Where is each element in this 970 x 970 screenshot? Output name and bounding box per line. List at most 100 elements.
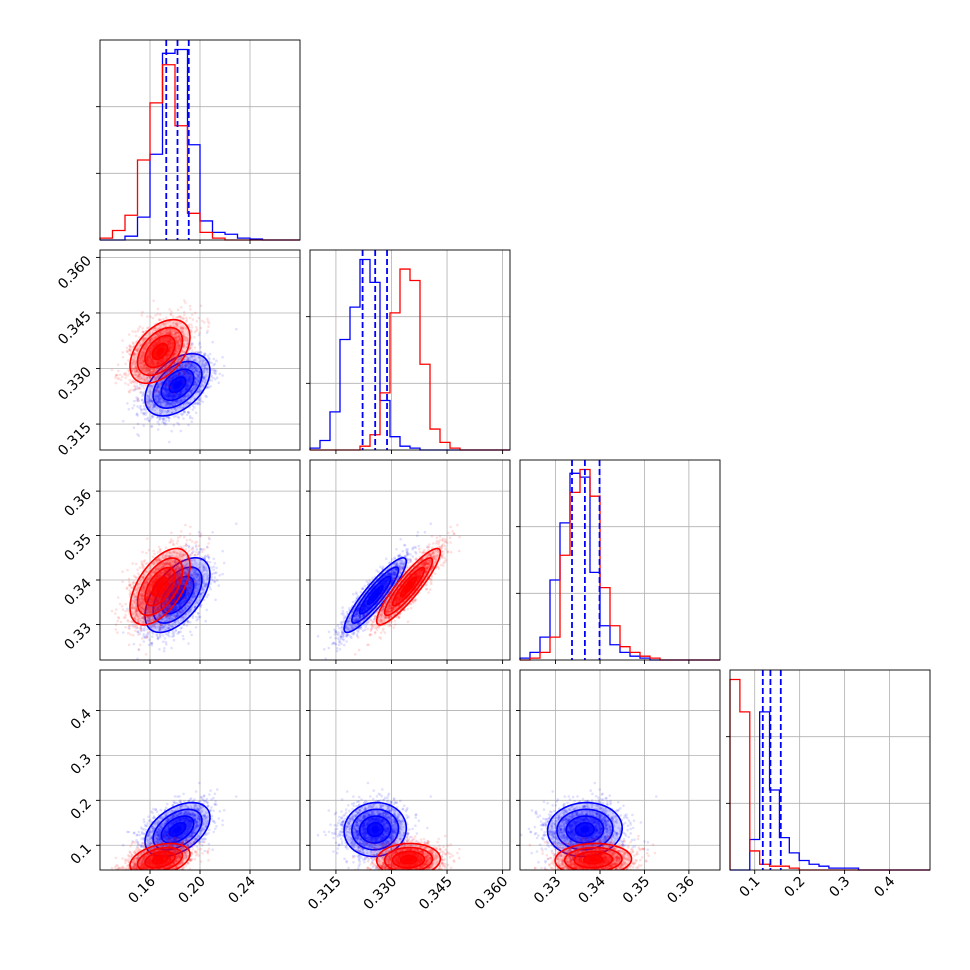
histogram-panel-p1 xyxy=(96,39,301,244)
sample-point xyxy=(149,399,152,402)
sample-point xyxy=(195,368,198,372)
sample-point xyxy=(184,374,188,378)
sample-point xyxy=(190,341,194,345)
sample-point xyxy=(171,410,175,414)
sample-point xyxy=(163,387,167,391)
sample-point xyxy=(145,394,149,397)
sample-point xyxy=(168,376,172,380)
sample-point xyxy=(172,393,176,397)
sample-point xyxy=(159,396,162,400)
sample-point xyxy=(152,403,156,407)
sample-point xyxy=(165,388,169,391)
sample-point xyxy=(198,343,201,346)
sample-point xyxy=(205,608,208,612)
sample-point xyxy=(151,402,154,406)
sample-point xyxy=(149,399,153,403)
sample-point xyxy=(173,393,176,397)
sample-point xyxy=(158,383,162,386)
sample-point xyxy=(121,339,124,342)
sample-point xyxy=(190,389,193,393)
sample-point xyxy=(210,374,213,378)
sample-point xyxy=(186,371,189,374)
sample-point xyxy=(194,377,198,380)
sample-point xyxy=(212,376,215,380)
sample-point xyxy=(173,395,176,398)
sample-point xyxy=(158,389,161,393)
sample-point xyxy=(177,393,181,397)
sample-point xyxy=(185,382,189,385)
sample-point xyxy=(177,372,181,376)
sample-point xyxy=(128,352,131,356)
sample-point xyxy=(160,381,163,385)
sample-point xyxy=(154,388,158,392)
sample-point xyxy=(194,380,197,384)
sample-point xyxy=(127,359,130,362)
x-tick-label: 0.1 xyxy=(736,874,763,901)
sample-point xyxy=(192,358,195,362)
sample-point xyxy=(186,401,190,404)
sample-point xyxy=(169,402,173,406)
sample-point xyxy=(222,364,226,368)
sample-point xyxy=(142,401,145,405)
sample-point xyxy=(197,374,200,377)
sample-point xyxy=(169,396,172,400)
y-tick-label: 0.345 xyxy=(55,308,95,348)
sample-point xyxy=(151,632,155,635)
sample-point xyxy=(194,372,198,376)
sample-point xyxy=(173,395,177,399)
sample-point xyxy=(186,369,189,373)
sample-point xyxy=(190,391,193,395)
sample-point xyxy=(121,351,124,354)
histogram-blue xyxy=(730,711,930,871)
sample-point xyxy=(124,362,127,366)
sample-point xyxy=(197,370,201,374)
sample-point xyxy=(183,403,186,406)
sample-point xyxy=(187,411,190,415)
sample-point xyxy=(185,413,189,417)
sample-point xyxy=(177,342,181,346)
sample-point xyxy=(141,310,144,314)
sample-point xyxy=(148,405,151,409)
sample-point xyxy=(183,369,187,373)
sample-point xyxy=(204,374,208,377)
sample-point xyxy=(158,418,161,422)
sample-point xyxy=(184,388,188,392)
sample-point xyxy=(174,375,177,378)
sample-point xyxy=(199,389,202,393)
sample-point xyxy=(132,342,135,346)
sample-point xyxy=(173,407,176,410)
sample-point xyxy=(190,356,194,359)
sample-point xyxy=(143,407,146,410)
sample-point xyxy=(188,357,192,360)
sample-point xyxy=(179,399,182,403)
sample-point xyxy=(180,399,184,403)
sample-point xyxy=(177,401,181,404)
sample-point xyxy=(204,394,207,398)
sample-point xyxy=(180,366,184,370)
x-tick-label: 0.2 xyxy=(781,874,808,901)
sample-point xyxy=(164,384,168,388)
sample-point xyxy=(165,404,168,407)
sample-point xyxy=(158,383,162,386)
sample-point xyxy=(179,412,183,416)
sample-point xyxy=(167,415,170,419)
sample-point xyxy=(212,357,216,361)
sample-point xyxy=(197,367,201,371)
sample-point xyxy=(158,392,161,396)
sample-point xyxy=(133,384,136,388)
sample-point xyxy=(185,316,188,320)
sample-point xyxy=(136,433,139,436)
sample-point xyxy=(156,637,160,640)
sample-point xyxy=(203,380,206,383)
sample-point xyxy=(168,402,172,406)
sample-point xyxy=(155,388,158,392)
sample-point xyxy=(147,401,150,404)
sample-point xyxy=(202,378,205,381)
sample-point xyxy=(187,378,191,382)
sample-point xyxy=(176,392,179,396)
sample-point xyxy=(172,394,175,398)
sample-point xyxy=(203,353,206,356)
sample-point xyxy=(204,353,207,356)
sample-point xyxy=(191,348,194,352)
sample-point xyxy=(172,401,175,405)
